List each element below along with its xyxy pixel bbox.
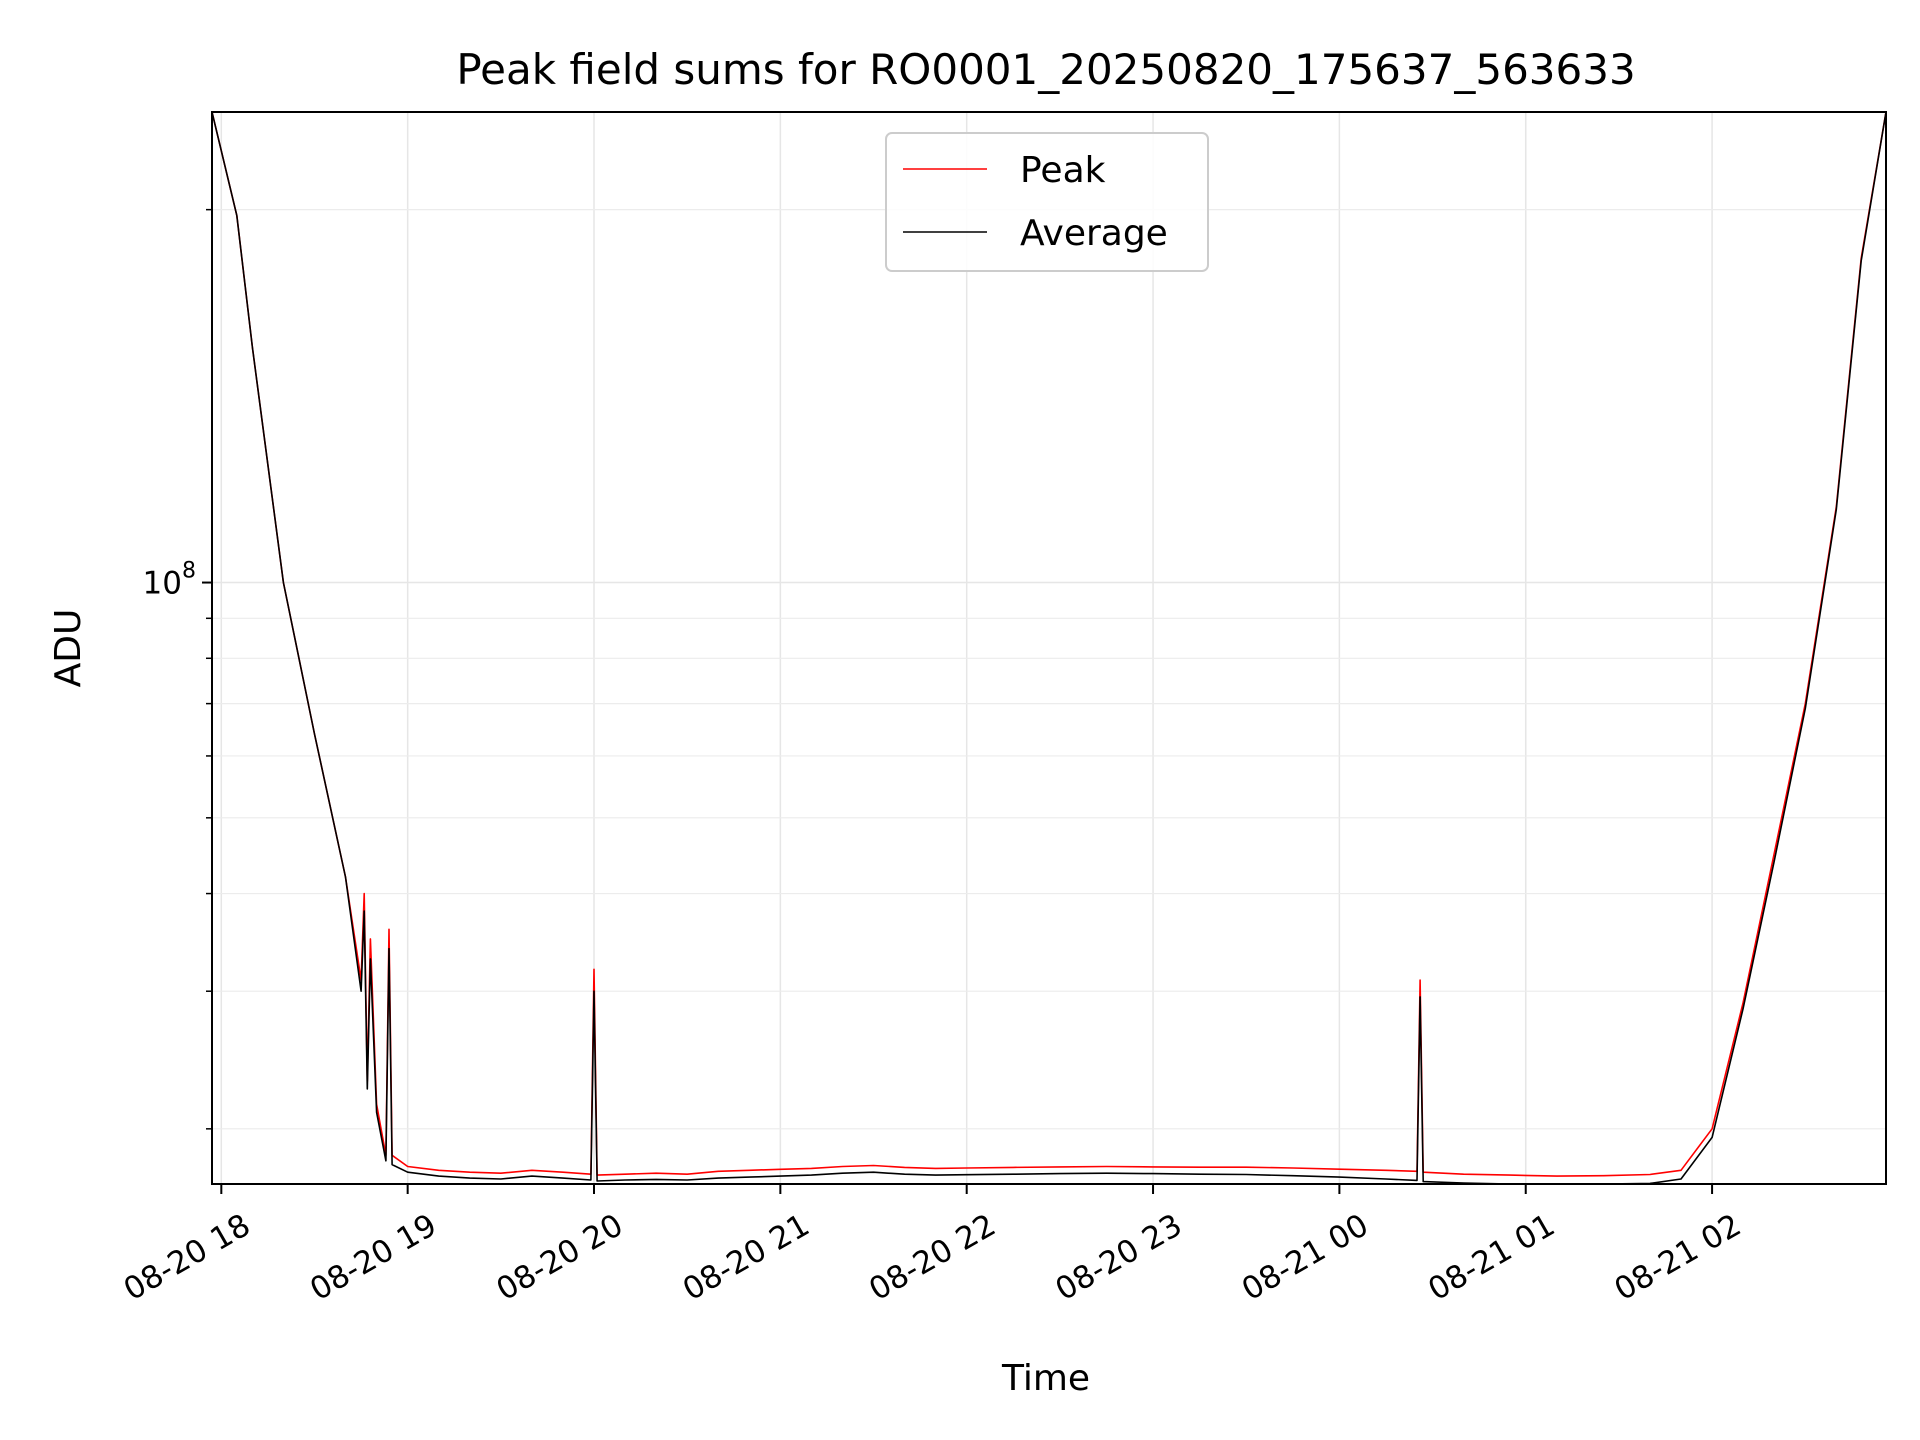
x-tick-label: 08-21 02 — [1609, 1207, 1748, 1308]
legend-label-peak: Peak — [1020, 150, 1106, 191]
chart-title: Peak field sums for RO0001_20250820_1756… — [456, 45, 1635, 94]
plot-area-frame — [211, 111, 1887, 1185]
series-line-average — [211, 111, 1887, 1185]
legend-box — [885, 132, 1209, 272]
x-tick-label: 08-20 23 — [1050, 1207, 1189, 1308]
x-tick-label: 08-21 00 — [1236, 1207, 1375, 1308]
x-tick-label: 08-21 01 — [1422, 1207, 1561, 1308]
grid-lines — [212, 112, 1886, 1184]
y-axis-label: ADU — [48, 609, 89, 688]
y-tick-label: 108 — [143, 559, 196, 602]
x-tick-label: 08-20 20 — [490, 1207, 629, 1308]
x-tick-label: 08-20 22 — [863, 1207, 1002, 1308]
legend: Peak Average — [885, 132, 1209, 272]
x-axis-label: Time — [1001, 1358, 1090, 1399]
y-axis: 108 — [143, 208, 212, 1130]
series-layer — [211, 111, 1887, 1185]
legend-label-average: Average — [1020, 213, 1168, 254]
x-axis: 08-20 18 08-20 19 08-20 20 08-20 21 08-20 22… — [118, 1184, 1747, 1308]
x-tick-label: 08-20 19 — [304, 1207, 443, 1308]
x-tick-label: 08-20 18 — [118, 1207, 257, 1308]
x-tick-label: 08-20 21 — [677, 1207, 816, 1308]
